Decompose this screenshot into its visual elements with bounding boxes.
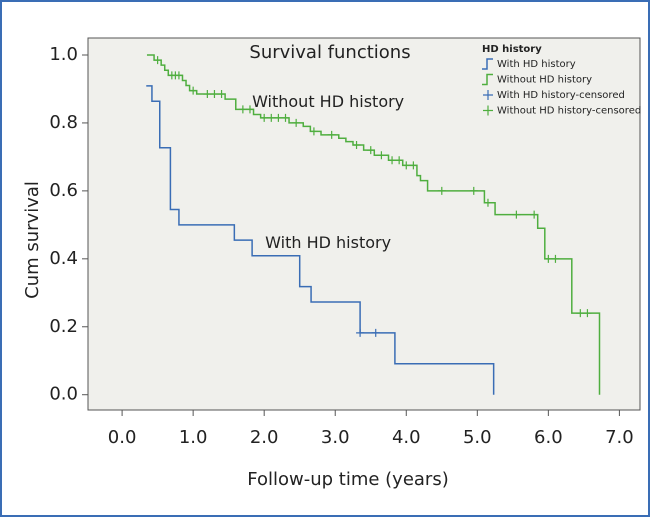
legend-label: With HD history: [497, 59, 576, 70]
y-tick-label: 0.2: [49, 316, 78, 337]
y-tick-label: 0.6: [49, 180, 78, 201]
censor-mark: [395, 156, 404, 165]
censor-mark: [437, 186, 446, 195]
censor-mark: [210, 90, 219, 99]
censor-mark: [576, 309, 585, 318]
censor-mark: [327, 130, 336, 139]
censor-mark: [352, 141, 361, 150]
x-tick-label: 3.0: [321, 427, 350, 448]
censor-mark: [217, 90, 226, 99]
x-tick-label: 6.0: [534, 427, 563, 448]
censor-mark: [203, 90, 212, 99]
legend-swatch: [482, 58, 493, 70]
censor-mark: [260, 113, 269, 122]
x-tick-label: 4.0: [392, 427, 421, 448]
censor-mark: [309, 127, 318, 136]
x-tick-label: 2.0: [250, 427, 279, 448]
legend-label: Without HD history-censored: [497, 106, 641, 117]
y-axis-label: Cum survival: [22, 181, 43, 299]
censor-mark: [409, 161, 418, 170]
censor-mark: [371, 328, 380, 337]
chart-title: Survival functions: [249, 42, 410, 63]
y-tick-label: 0.8: [49, 112, 78, 133]
censor-mark: [153, 56, 162, 65]
legend-swatch: [482, 73, 493, 86]
legend-swatch: [483, 90, 493, 100]
x-tick-label: 7.0: [605, 427, 634, 448]
censor-mark: [483, 198, 492, 207]
plot-area: [87, 37, 641, 411]
legend-label: With HD history-censored: [497, 90, 625, 101]
censor-mark: [189, 86, 198, 95]
censor-mark: [174, 71, 183, 80]
legend-swatch: [483, 105, 493, 116]
annotation: Without HD history: [252, 92, 404, 111]
legend-title: HD history: [482, 44, 542, 55]
x-tick-label: 0.0: [108, 427, 137, 448]
censor-mark: [544, 254, 553, 263]
legend-label: Without HD history: [497, 75, 592, 86]
censor-mark: [274, 113, 283, 122]
survival-line: [146, 54, 601, 395]
censor-mark: [292, 118, 301, 127]
censor-mark: [388, 156, 397, 165]
y-tick-label: 1.0: [49, 44, 78, 65]
censor-mark: [512, 210, 521, 219]
censor-mark: [238, 105, 247, 114]
censor-mark: [245, 105, 254, 114]
censor-mark: [281, 113, 290, 122]
y-tick-label: 0.4: [49, 248, 78, 269]
y-tick-label: 0.0: [49, 384, 78, 405]
censor-mark: [356, 328, 365, 337]
annotation: With HD history: [265, 233, 391, 252]
survival-line: [146, 85, 495, 395]
x-tick-label: 1.0: [179, 427, 208, 448]
censor-mark: [583, 309, 592, 318]
x-axis-label: Follow-up time (years): [247, 469, 448, 490]
censor-mark: [366, 146, 375, 155]
censor-mark: [551, 254, 560, 263]
censor-mark: [530, 210, 539, 219]
censor-mark: [402, 161, 411, 170]
censor-mark: [377, 151, 386, 160]
censor-mark: [267, 113, 276, 122]
censor-mark: [469, 186, 478, 195]
x-tick-label: 5.0: [463, 427, 492, 448]
